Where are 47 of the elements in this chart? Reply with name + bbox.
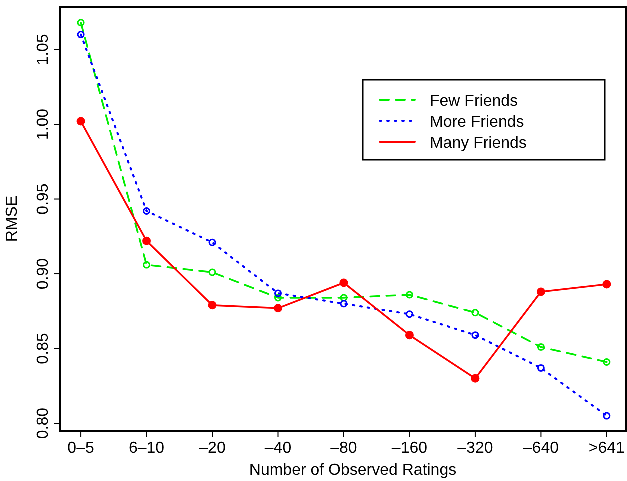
- y-tick-label: 0.80: [35, 408, 52, 440]
- point: [208, 268, 216, 276]
- x-axis-title: Number of Observed Ratings: [249, 462, 457, 479]
- point: [142, 236, 152, 246]
- point: [274, 304, 282, 313]
- point: [537, 344, 545, 352]
- point: [143, 207, 151, 215]
- x-tick-label: 0–5: [68, 440, 94, 457]
- point: [208, 301, 217, 310]
- x-tick-label: –160: [392, 440, 428, 457]
- point: [603, 412, 611, 420]
- point: [471, 374, 480, 383]
- legend-label: More Friends: [430, 114, 524, 131]
- x-tick-label: –320: [458, 440, 494, 457]
- y-tick-label: 0.85: [35, 333, 52, 364]
- point: [472, 332, 480, 340]
- x-tick-label: –640: [523, 440, 560, 457]
- point: [76, 117, 86, 126]
- point: [406, 291, 414, 299]
- point: [602, 280, 612, 289]
- y-tick-label: 0.90: [35, 258, 52, 290]
- point: [143, 261, 151, 269]
- point: [77, 19, 85, 27]
- point: [340, 300, 348, 308]
- point: [340, 294, 348, 302]
- legend-label: Few Friends: [430, 93, 518, 110]
- point: [537, 364, 545, 372]
- point: [274, 290, 282, 298]
- y-tick-label: 1.00: [35, 108, 52, 140]
- legend-label: Many Friends: [430, 135, 527, 152]
- y-tick-label: 0.95: [35, 184, 52, 215]
- point: [208, 238, 216, 246]
- x-tick-label: –80: [330, 440, 358, 457]
- point: [274, 294, 282, 302]
- x-tick-label: –20: [199, 440, 226, 457]
- point: [536, 288, 546, 296]
- point: [405, 331, 414, 340]
- point: [406, 310, 414, 318]
- x-tick-label: >641: [588, 440, 626, 457]
- point: [340, 278, 348, 288]
- y-tick-label: 1.05: [35, 34, 52, 66]
- y-axis-title: RMSE: [4, 196, 21, 242]
- x-tick-label: –40: [264, 440, 292, 457]
- point: [77, 31, 85, 39]
- point: [472, 309, 480, 317]
- point: [603, 358, 611, 366]
- x-tick-label: 6–10: [128, 440, 165, 457]
